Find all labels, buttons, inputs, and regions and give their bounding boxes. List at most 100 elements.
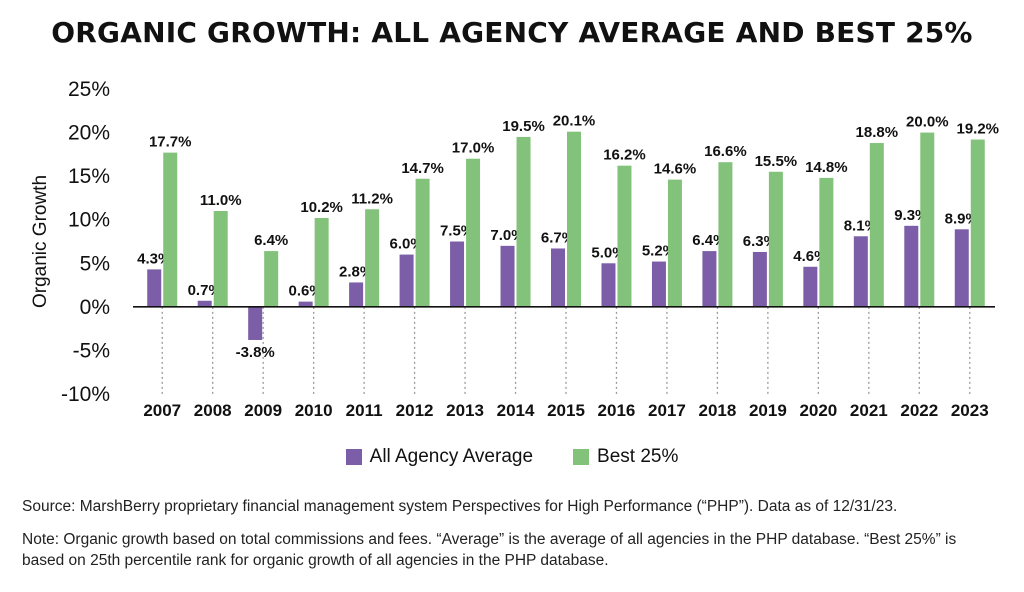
y-tick-label: 25%: [68, 78, 110, 101]
x-tick-label: 2016: [598, 401, 636, 420]
x-tick-label: 2023: [951, 401, 989, 420]
legend-swatch-best: [573, 449, 590, 465]
best-bar-2009: [264, 251, 279, 307]
average-bar-2020: [803, 266, 818, 307]
average-data-label-2021: 8.1%: [844, 217, 878, 234]
best-data-label-2023: 19.2%: [956, 121, 999, 138]
best-bar-2019: [768, 171, 783, 307]
x-tick-label: 2011: [346, 401, 383, 420]
best-bar-2008: [213, 211, 228, 307]
y-tick-label: 0%: [80, 296, 110, 319]
best-bar-2011: [365, 209, 380, 307]
best-bar-2015: [567, 131, 581, 307]
average-bar-2021: [853, 236, 868, 307]
average-bar-2010: [298, 301, 313, 307]
x-tick-label: 2021: [850, 401, 888, 420]
average-bar-2022: [904, 225, 919, 307]
legend: All Agency Average Best 25%: [0, 446, 1024, 468]
best-bar-2018: [718, 162, 733, 307]
average-data-label-2012: 6.0%: [389, 236, 423, 253]
average-bar-2017: [651, 261, 666, 307]
average-data-label-2014: 7.0%: [490, 227, 524, 244]
best-data-label-2021: 18.8%: [856, 124, 899, 141]
average-bar-2009: [248, 306, 263, 340]
average-bar-2014: [500, 245, 515, 307]
average-data-label-2020: 4.6%: [793, 248, 827, 265]
average-bar-2007: [147, 269, 162, 307]
x-tick-label: 2018: [698, 401, 736, 420]
average-bar-2016: [601, 263, 616, 307]
best-data-label-2019: 15.5%: [755, 153, 798, 170]
y-tick-label: -5%: [73, 339, 110, 362]
average-data-label-2015: 6.7%: [541, 229, 575, 246]
average-data-label-2010: 0.6%: [289, 283, 323, 300]
average-bar-2015: [551, 248, 565, 307]
y-tick-label: 20%: [68, 122, 110, 145]
average-data-label-2023: 8.9%: [945, 210, 979, 227]
x-tick-label: 2022: [900, 401, 938, 420]
y-tick-label: 10%: [68, 209, 110, 232]
x-tick-label: 2013: [446, 401, 484, 420]
best-bar-2013: [466, 158, 481, 307]
average-bar-2012: [399, 254, 414, 307]
best-data-label-2011: 11.2%: [351, 190, 393, 207]
x-tick-label: 2009: [244, 401, 282, 420]
legend-item-best: Best 25%: [573, 446, 678, 468]
average-data-label-2008: 0.7%: [188, 282, 222, 299]
best-bar-2010: [314, 217, 329, 307]
best-bar-2017: [667, 179, 682, 307]
best-bar-2014: [516, 136, 531, 307]
best-bar-2023: [970, 139, 985, 307]
y-axis-label: Organic Growth: [30, 175, 51, 308]
legend-swatch-average: [345, 449, 362, 465]
y-tick-label: 15%: [68, 165, 110, 188]
x-tick-label: 2015: [547, 401, 585, 420]
x-tick-label: 2017: [648, 401, 686, 420]
best-data-label-2016: 16.2%: [603, 147, 646, 164]
average-data-label-2009: -3.8%: [236, 344, 275, 361]
best-data-label-2007: 17.7%: [149, 134, 192, 151]
average-bar-2013: [450, 241, 465, 307]
source-note: Source: MarshBerry proprietary financial…: [22, 498, 898, 515]
best-bar-2016: [617, 165, 632, 307]
best-data-label-2009: 6.4%: [254, 232, 288, 249]
best-bar-2007: [163, 152, 178, 307]
best-data-label-2020: 14.8%: [805, 159, 848, 176]
best-bar-2022: [920, 132, 935, 307]
legend-item-average: All Agency Average: [345, 446, 533, 468]
best-data-label-2008: 11.0%: [200, 192, 242, 209]
average-data-label-2019: 6.3%: [743, 233, 777, 250]
best-data-label-2015: 20.1%: [553, 113, 596, 130]
best-data-label-2022: 20.0%: [906, 114, 949, 131]
x-tick-label: 2019: [749, 401, 787, 420]
average-bar-2011: [349, 282, 364, 307]
average-bar-2018: [702, 251, 717, 307]
chart-title: ORGANIC GROWTH: ALL AGENCY AVERAGE AND B…: [51, 16, 973, 49]
best-bar-2012: [415, 178, 430, 307]
x-tick-label: 2014: [497, 401, 535, 420]
x-tick-label: 2020: [799, 401, 837, 420]
bar-chart: Organic Growth 25% 20% 15% 10% 5% 0% -5% -10% 4.3…: [30, 78, 999, 420]
explanation-note: Note: Organic growth based on total comm…: [22, 531, 957, 569]
y-tick-label: 5%: [80, 252, 110, 275]
x-tick-label: 2008: [194, 401, 232, 420]
best-bar-2020: [819, 177, 834, 307]
best-data-label-2012: 14.7%: [401, 160, 444, 177]
average-data-label-2011: 2.8%: [339, 263, 373, 280]
average-bar-2019: [752, 251, 767, 307]
average-data-label-2017: 5.2%: [642, 243, 676, 260]
average-data-label-2022: 9.3%: [894, 207, 928, 224]
best-data-label-2014: 19.5%: [502, 118, 545, 135]
best-data-label-2017: 14.6%: [654, 161, 697, 178]
x-tick-label: 2010: [295, 401, 333, 420]
y-tick-label: -10%: [61, 383, 110, 406]
average-data-label-2018: 6.4%: [692, 232, 726, 249]
best-bar-2021: [869, 143, 884, 307]
best-data-label-2010: 10.2%: [300, 199, 343, 216]
average-data-label-2007: 4.3%: [137, 250, 171, 267]
average-bar-2023: [954, 229, 969, 307]
best-data-label-2013: 17.0%: [452, 140, 495, 157]
average-data-label-2016: 5.0%: [591, 244, 625, 261]
average-data-label-2013: 7.5%: [440, 223, 474, 240]
average-bar-2008: [197, 300, 212, 307]
